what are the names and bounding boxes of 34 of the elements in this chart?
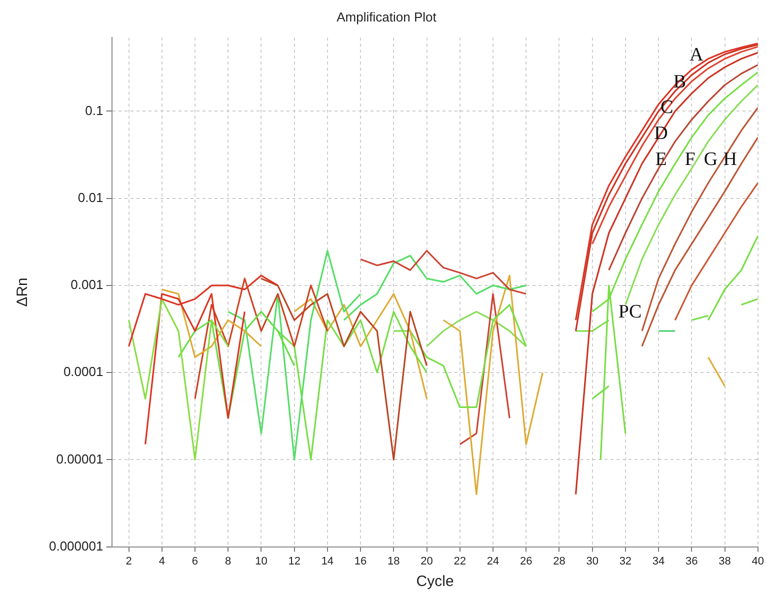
annotation: A [690,44,704,66]
y-axis-title: ΔRn [14,278,32,307]
x-tick-label: 24 [486,555,500,568]
y-tick-label: 0.0001 [63,364,104,380]
x-tick-label: 36 [686,555,698,568]
x-tick-label: 14 [321,555,334,568]
y-tick-label: 0.00001 [56,451,104,466]
x-tick-label: 10 [255,555,268,568]
x-tick-label: 8 [225,555,232,568]
x-tick-label: 18 [388,555,400,568]
y-tick-label: 0.001 [70,277,104,292]
y-tick-label: 0.000001 [48,538,104,554]
annotation: PC [618,302,642,323]
x-tick-label: 34 [652,555,665,568]
x-tick-label: 38 [718,555,731,568]
x-tick-label: 20 [420,555,433,568]
x-tick-label: 6 [192,555,198,568]
annotation: H [723,148,738,170]
x-tick-label: 4 [158,555,165,568]
x-tick-label: 40 [752,555,764,568]
annotation: G [704,148,718,170]
x-axis-title: Cycle [416,573,454,590]
x-tick-label: 32 [619,555,632,568]
x-tick-label: 26 [520,555,532,568]
chart-title: Amplification Plot [336,9,437,24]
x-tick-label: 12 [288,555,300,568]
x-tick-label: 2 [126,555,132,568]
y-tick-label: 0.1 [85,102,104,118]
x-tick-label: 22 [454,555,466,568]
x-tick-label: 28 [553,555,566,568]
x-tick-label: 30 [586,555,598,568]
y-tick-label: 0.01 [78,190,104,205]
x-tick-label: 16 [354,555,367,568]
annotation: F [684,148,696,170]
